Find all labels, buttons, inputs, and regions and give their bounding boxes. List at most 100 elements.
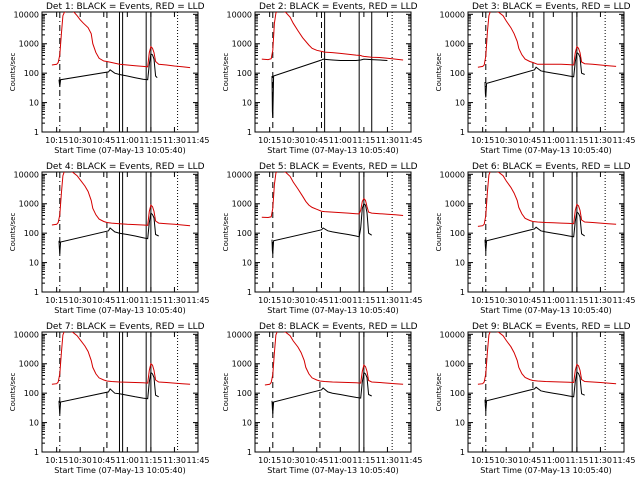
x-tick-label: 10:45: [305, 136, 328, 145]
x-tick-label: 11:45: [399, 296, 422, 305]
x-tick-label: 10:15: [258, 456, 281, 465]
y-tick-label: 1: [34, 288, 39, 297]
x-tick-label: 11:45: [399, 136, 422, 145]
y-tick-label: 1000: [19, 200, 39, 209]
detector-panel: Det 8: BLACK = Events, RED = LLD 1 10 100 10…: [222, 322, 423, 475]
y-tick-label: 10000: [440, 170, 465, 179]
x-tick-label: 11:00: [116, 296, 139, 305]
x-tick-label: 11:00: [116, 136, 139, 145]
y-tick-label: 100: [24, 389, 39, 398]
panel-title: Det 6: BLACK = Events, RED = LLD: [472, 162, 631, 172]
lld-series-line: [261, 12, 404, 61]
x-tick-label: 11:15: [352, 136, 375, 145]
y-tick-label: 10000: [14, 330, 39, 339]
x-axis-label: Start Time (07-May-13 10:05:40): [54, 306, 185, 315]
y-tick-label: 1: [247, 128, 252, 137]
lld-series-line: [261, 172, 404, 219]
y-tick-label: 10: [455, 99, 465, 108]
y-tick-label: 1000: [19, 40, 39, 49]
plot-frame: [41, 331, 199, 453]
x-tick-label: 11:30: [376, 136, 399, 145]
x-tick-label: 10:15: [45, 136, 68, 145]
y-axis-label: Counts/sec: [222, 213, 230, 252]
plot-frame: [467, 171, 625, 293]
x-tick-label: 11:45: [186, 456, 209, 465]
x-axis-label: Start Time (07-May-13 10:05:40): [54, 146, 185, 155]
x-tick-label: 11:30: [376, 456, 399, 465]
x-tick-label: 11:45: [612, 456, 635, 465]
x-tick-label: 11:00: [542, 136, 565, 145]
x-tick-label: 11:45: [612, 296, 635, 305]
plot-frame: [254, 331, 412, 453]
y-tick-label: 100: [237, 69, 252, 78]
x-axis-label: Start Time (07-May-13 10:05:40): [267, 306, 398, 315]
panel-title: Det 7: BLACK = Events, RED = LLD: [46, 322, 205, 332]
x-tick-label: 11:15: [565, 296, 588, 305]
events-series-line: [58, 371, 159, 414]
y-tick-label: 10000: [14, 10, 39, 19]
x-tick-label: 11:15: [565, 456, 588, 465]
y-tick-label: 100: [24, 229, 39, 238]
y-tick-label: 10: [29, 99, 39, 108]
x-tick-label: 10:15: [258, 136, 281, 145]
x-tick-label: 11:45: [399, 456, 422, 465]
x-tick-label: 10:30: [282, 136, 305, 145]
panel-title: Det 9: BLACK = Events, RED = LLD: [472, 322, 631, 332]
y-tick-label: 100: [24, 69, 39, 78]
y-tick-label: 10: [455, 419, 465, 428]
y-tick-label: 1000: [232, 40, 252, 49]
y-tick-label: 1: [247, 288, 252, 297]
plot-frame: [467, 11, 625, 133]
x-tick-label: 10:30: [495, 136, 518, 145]
x-tick-label: 11:30: [163, 456, 186, 465]
events-series-line: [271, 58, 388, 119]
y-tick-label: 100: [237, 229, 252, 238]
x-tick-label: 11:30: [589, 456, 612, 465]
events-series-line: [58, 212, 159, 254]
y-axis-label: Counts/sec: [9, 213, 17, 252]
x-tick-label: 10:30: [282, 296, 305, 305]
detector-panel: Det 6: BLACK = Events, RED = LLD 1 10 100 10…: [435, 162, 636, 315]
detector-panel: Det 9: BLACK = Events, RED = LLD 1 10 100 10…: [435, 322, 636, 475]
x-tick-label: 11:00: [116, 456, 139, 465]
panel-title: Det 4: BLACK = Events, RED = LLD: [46, 162, 205, 172]
x-tick-label: 10:45: [518, 136, 541, 145]
lld-series-line: [477, 332, 617, 385]
lld-series-line: [264, 332, 404, 386]
lld-series-line: [51, 172, 191, 227]
x-tick-label: 11:45: [612, 136, 635, 145]
y-tick-label: 1: [460, 288, 465, 297]
x-axis-label: Start Time (07-May-13 10:05:40): [480, 306, 611, 315]
y-tick-label: 100: [450, 389, 465, 398]
x-tick-label: 10:15: [45, 296, 68, 305]
events-series-line: [271, 202, 372, 254]
x-tick-label: 11:00: [329, 296, 352, 305]
x-tick-label: 11:30: [589, 136, 612, 145]
detector-panel: Det 7: BLACK = Events, RED = LLD 1 10 100 10…: [9, 322, 210, 475]
x-tick-label: 11:30: [163, 296, 186, 305]
y-axis-label: Counts/sec: [222, 53, 230, 92]
y-tick-label: 1: [460, 448, 465, 457]
x-tick-label: 11:00: [542, 296, 565, 305]
x-tick-label: 10:15: [471, 136, 494, 145]
y-tick-label: 10000: [440, 10, 465, 19]
y-axis-label: Counts/sec: [435, 53, 443, 92]
x-tick-label: 10:15: [471, 296, 494, 305]
y-tick-label: 10: [242, 259, 252, 268]
y-tick-label: 1000: [445, 200, 465, 209]
x-tick-label: 10:15: [471, 456, 494, 465]
y-tick-label: 10: [242, 419, 252, 428]
y-tick-label: 10: [455, 259, 465, 268]
y-tick-label: 10: [242, 99, 252, 108]
x-axis-label: Start Time (07-May-13 10:05:40): [480, 466, 611, 475]
plot-frame: [41, 171, 199, 293]
x-tick-label: 10:45: [305, 456, 328, 465]
y-tick-label: 1: [460, 128, 465, 137]
x-tick-label: 10:45: [305, 296, 328, 305]
x-tick-label: 11:15: [565, 136, 588, 145]
y-tick-label: 1: [34, 128, 39, 137]
lld-series-line: [477, 12, 617, 68]
y-tick-label: 10: [29, 419, 39, 428]
x-axis-label: Start Time (07-May-13 10:05:40): [267, 146, 398, 155]
y-tick-label: 1: [247, 448, 252, 457]
